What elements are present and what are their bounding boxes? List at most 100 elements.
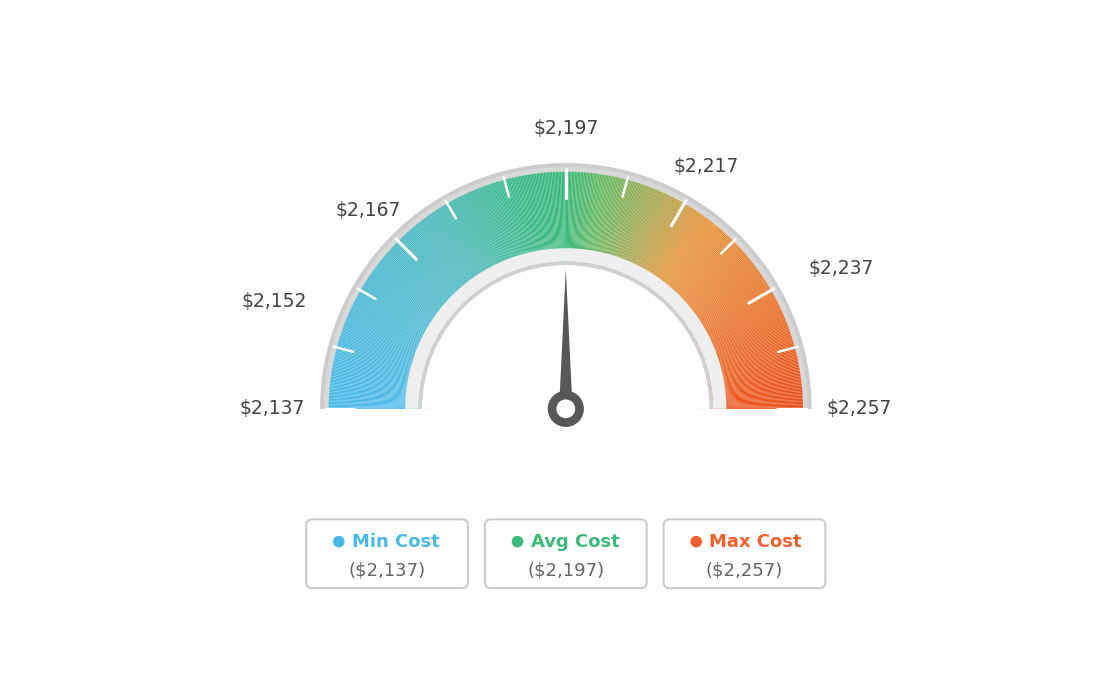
Wedge shape <box>330 356 424 378</box>
Wedge shape <box>710 382 806 393</box>
Wedge shape <box>325 389 422 398</box>
Text: $2,217: $2,217 <box>673 157 739 176</box>
Wedge shape <box>333 343 426 370</box>
Wedge shape <box>556 168 561 264</box>
Wedge shape <box>431 208 485 289</box>
Wedge shape <box>453 195 498 281</box>
Wedge shape <box>573 168 580 264</box>
Wedge shape <box>678 255 753 317</box>
Wedge shape <box>598 173 622 268</box>
Wedge shape <box>581 168 593 265</box>
Wedge shape <box>708 364 804 382</box>
Wedge shape <box>667 236 735 306</box>
Wedge shape <box>427 210 484 290</box>
Wedge shape <box>325 388 422 397</box>
Circle shape <box>511 536 523 547</box>
Wedge shape <box>354 290 439 338</box>
Wedge shape <box>628 191 671 279</box>
Wedge shape <box>404 228 469 302</box>
Wedge shape <box>596 172 618 268</box>
Wedge shape <box>665 232 731 303</box>
Wedge shape <box>448 197 496 282</box>
Wedge shape <box>703 334 796 365</box>
Wedge shape <box>704 335 796 366</box>
Wedge shape <box>435 205 488 287</box>
Wedge shape <box>591 171 609 266</box>
Wedge shape <box>620 185 658 275</box>
Wedge shape <box>711 400 807 404</box>
Wedge shape <box>326 384 422 395</box>
Wedge shape <box>382 251 456 315</box>
Wedge shape <box>624 188 665 277</box>
Wedge shape <box>622 186 660 275</box>
Wedge shape <box>555 168 561 264</box>
Wedge shape <box>369 268 448 325</box>
Wedge shape <box>367 270 447 326</box>
Wedge shape <box>629 192 672 279</box>
Wedge shape <box>581 168 592 265</box>
Wedge shape <box>691 288 776 337</box>
Wedge shape <box>680 261 757 321</box>
Wedge shape <box>391 241 461 309</box>
Wedge shape <box>659 224 722 298</box>
Wedge shape <box>679 259 756 319</box>
Wedge shape <box>540 168 551 265</box>
Wedge shape <box>390 242 460 310</box>
Wedge shape <box>574 168 581 264</box>
Wedge shape <box>681 263 760 322</box>
Wedge shape <box>635 197 682 282</box>
Wedge shape <box>710 379 806 391</box>
Wedge shape <box>477 184 513 274</box>
Wedge shape <box>705 344 799 371</box>
Wedge shape <box>333 342 426 369</box>
Wedge shape <box>396 236 465 306</box>
Wedge shape <box>647 208 701 289</box>
Wedge shape <box>552 168 559 264</box>
Wedge shape <box>332 347 426 373</box>
Wedge shape <box>619 184 656 275</box>
Wedge shape <box>519 172 539 266</box>
Wedge shape <box>456 193 501 279</box>
Wedge shape <box>389 244 460 310</box>
Wedge shape <box>372 263 450 322</box>
Wedge shape <box>707 351 800 375</box>
Wedge shape <box>342 316 432 354</box>
Wedge shape <box>385 247 458 313</box>
Wedge shape <box>402 230 468 303</box>
Wedge shape <box>710 386 806 396</box>
Wedge shape <box>428 209 485 290</box>
Wedge shape <box>326 386 422 396</box>
Wedge shape <box>480 183 514 273</box>
Wedge shape <box>584 169 597 265</box>
Wedge shape <box>383 250 457 315</box>
Wedge shape <box>497 177 526 270</box>
Wedge shape <box>682 264 761 323</box>
Text: ($2,197): ($2,197) <box>528 562 604 580</box>
Wedge shape <box>711 403 807 406</box>
Wedge shape <box>534 169 548 265</box>
Wedge shape <box>710 392 807 400</box>
Wedge shape <box>615 181 649 273</box>
Wedge shape <box>697 304 784 346</box>
Wedge shape <box>362 278 444 331</box>
Wedge shape <box>370 267 448 324</box>
Wedge shape <box>703 333 796 364</box>
Wedge shape <box>703 331 795 363</box>
Wedge shape <box>697 306 785 348</box>
Wedge shape <box>457 193 501 279</box>
Wedge shape <box>384 249 457 314</box>
Wedge shape <box>325 392 422 400</box>
Wedge shape <box>355 288 440 337</box>
Wedge shape <box>399 234 466 304</box>
Wedge shape <box>683 268 763 325</box>
Wedge shape <box>371 266 449 324</box>
Wedge shape <box>693 294 779 341</box>
Wedge shape <box>625 188 666 277</box>
Wedge shape <box>682 266 761 324</box>
Wedge shape <box>593 172 613 266</box>
Wedge shape <box>364 275 445 329</box>
Wedge shape <box>692 290 777 338</box>
Wedge shape <box>420 216 478 294</box>
Wedge shape <box>709 374 805 389</box>
Wedge shape <box>335 337 427 366</box>
